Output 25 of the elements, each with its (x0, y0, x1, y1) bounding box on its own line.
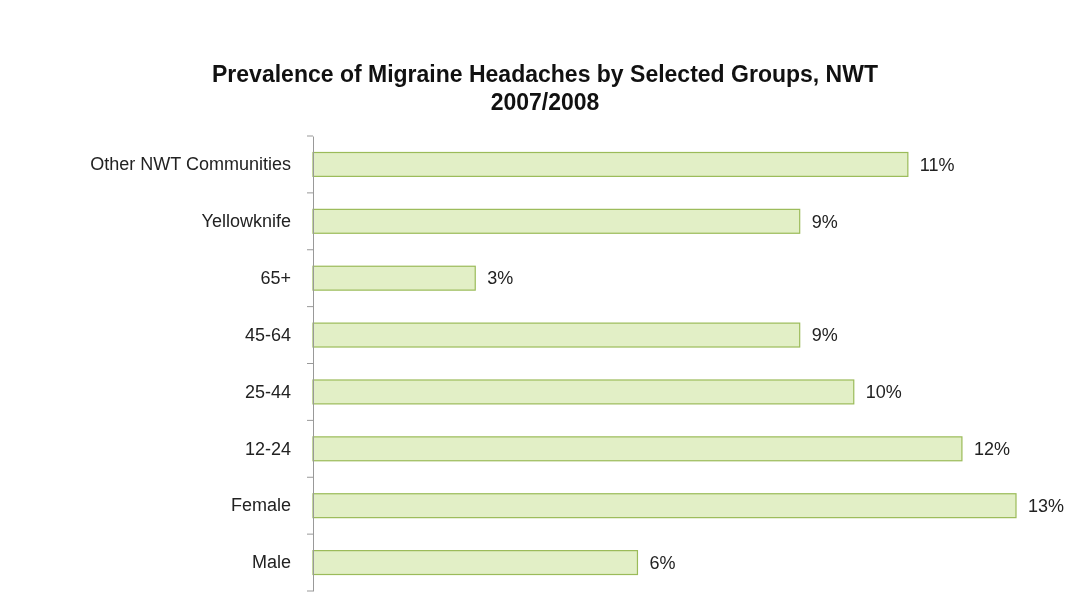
data-label: 12% (973, 439, 1010, 460)
bar (312, 550, 639, 576)
data-label: 10% (865, 382, 902, 403)
data-label: 13% (1028, 495, 1065, 516)
bar (312, 265, 476, 291)
y-tick-label: 25-44 (244, 381, 291, 402)
data-label: 6% (649, 552, 676, 573)
bar (312, 322, 801, 348)
y-tick-label: Male (251, 552, 291, 573)
data-label: 9% (811, 211, 838, 232)
y-tick-label: 45-64 (244, 324, 291, 345)
y-tick-label: 65+ (260, 267, 291, 288)
bar (312, 493, 1017, 519)
chart-title: Prevalence of Migraine Headaches by Selected Groups, NWT 2007/2008 (212, 61, 878, 115)
y-tick-label: Yellowknife (201, 211, 291, 232)
bar (312, 151, 909, 177)
bar (312, 208, 801, 234)
bar (312, 379, 855, 405)
y-tick-label: Female (230, 495, 291, 516)
y-tick-label: Other NWT Communities (90, 154, 291, 175)
data-label: 3% (487, 268, 514, 289)
data-label: 9% (811, 325, 838, 346)
data-label: 11% (919, 154, 955, 175)
y-tick-label: 12-24 (244, 438, 291, 459)
bar (312, 436, 963, 462)
